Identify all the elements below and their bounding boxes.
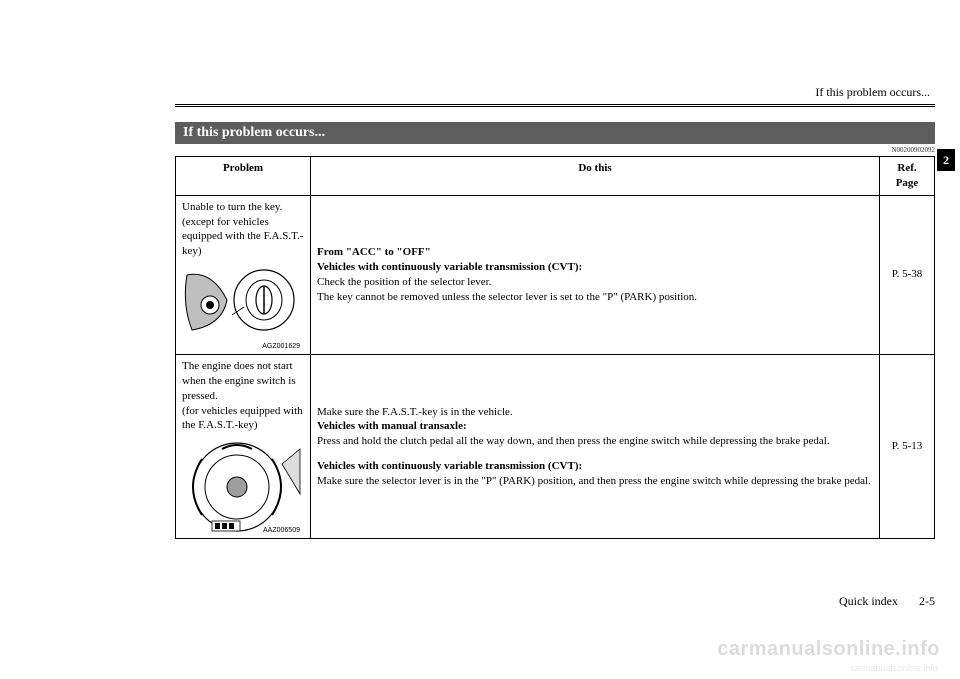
dothis-line: From "ACC" to "OFF" xyxy=(317,245,873,260)
manual-page: If this problem occurs... If this proble… xyxy=(175,85,935,539)
footer-section: Quick index xyxy=(839,594,898,608)
dothis-line: The key cannot be removed unless the sel… xyxy=(317,290,873,305)
footer-page-number: 2-5 xyxy=(919,594,935,608)
engine-switch-illustration: AAZ006509 xyxy=(182,439,302,534)
col-header-dothis: Do this xyxy=(311,157,880,196)
dothis-line: Vehicles with continuously variable tran… xyxy=(317,260,873,275)
running-head-text: If this problem occurs... xyxy=(815,85,930,99)
running-head: If this problem occurs... xyxy=(175,85,935,105)
problem-text-line: (except for vehicles equipped with the F… xyxy=(182,215,304,260)
spacer xyxy=(317,449,873,459)
illustration-code: AGZ001629 xyxy=(262,342,300,351)
problem-table: Problem Do this Ref. Page Unable to turn… xyxy=(175,156,935,539)
dothis-line: Check the position of the selector lever… xyxy=(317,275,873,290)
table-header-row: Problem Do this Ref. Page xyxy=(176,157,935,196)
dothis-line: Make sure the selector lever is in the "… xyxy=(317,474,873,489)
col-header-ref: Ref. Page xyxy=(880,157,935,196)
dothis-line: Vehicles with continuously variable tran… xyxy=(317,459,873,474)
table-row: Unable to turn the key. (except for vehi… xyxy=(176,195,935,354)
watermark: carmanualsonline.info xyxy=(717,638,940,661)
dothis-cell: From "ACC" to "OFF" Vehicles with contin… xyxy=(311,195,880,354)
ref-cell: P. 5-13 xyxy=(880,355,935,539)
section-ref-code: N00200902092 xyxy=(175,146,935,154)
dothis-line: Make sure the F.A.S.T.-key is in the veh… xyxy=(317,405,873,420)
chapter-tab: 2 xyxy=(937,149,955,171)
problem-text-line: (for vehicles equipped with the F.A.S.T.… xyxy=(182,404,304,434)
dothis-line: Vehicles with manual transaxle: xyxy=(317,419,873,434)
table-row: The engine does not start when the engin… xyxy=(176,355,935,539)
dothis-cell: Make sure the F.A.S.T.-key is in the veh… xyxy=(311,355,880,539)
ref-cell: P. 5-38 xyxy=(880,195,935,354)
problem-cell: The engine does not start when the engin… xyxy=(176,355,311,539)
col-header-problem: Problem xyxy=(176,157,311,196)
problem-text-line: Unable to turn the key. xyxy=(182,200,304,215)
page-footer: Quick index 2-5 xyxy=(175,594,935,609)
ignition-key-illustration: AGZ001629 xyxy=(182,265,302,350)
problem-cell: Unable to turn the key. (except for vehi… xyxy=(176,195,311,354)
header-rule xyxy=(175,106,935,107)
dothis-line: Press and hold the clutch pedal all the … xyxy=(317,434,873,449)
illustration-code: AAZ006509 xyxy=(263,526,300,535)
section-title: If this problem occurs... xyxy=(175,122,935,144)
problem-text-line: The engine does not start when the engin… xyxy=(182,359,304,404)
watermark-sub: carmanualsonline.info xyxy=(850,663,938,673)
